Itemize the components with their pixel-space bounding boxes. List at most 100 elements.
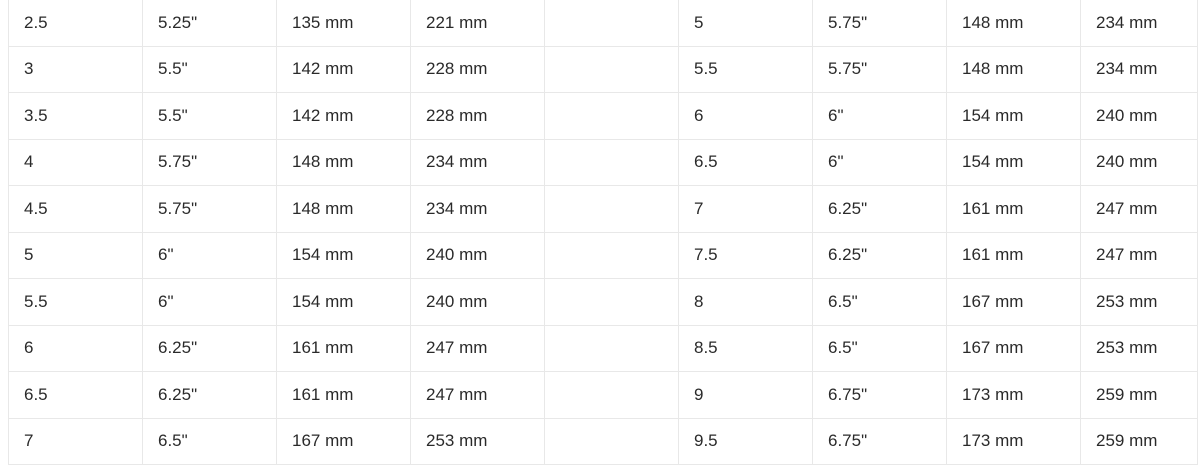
table-cell: 5.75"	[812, 45, 947, 93]
table-cell	[544, 138, 679, 186]
table-cell: 234 mm	[410, 185, 545, 233]
table-cell: 234 mm	[1080, 0, 1198, 47]
table-cell: 6	[8, 324, 143, 372]
table-row: 6 6.25" 161 mm 247 mm 8.5 6.5" 167 mm 253 mm	[8, 324, 1198, 372]
table-cell: 228 mm	[410, 45, 545, 93]
table-cell: 5	[8, 231, 143, 279]
table-cell: 5.25"	[142, 0, 277, 47]
table-cell: 6.5"	[142, 417, 277, 465]
table-cell: 6.25"	[812, 231, 947, 279]
table-cell: 240 mm	[410, 278, 545, 326]
table-cell: 6.25"	[142, 324, 277, 372]
table-cell: 253 mm	[1080, 324, 1198, 372]
table-cell: 148 mm	[276, 138, 411, 186]
table-cell: 247 mm	[410, 371, 545, 419]
table-cell: 148 mm	[276, 185, 411, 233]
table-cell: 142 mm	[276, 45, 411, 93]
table-cell: 6.75"	[812, 371, 947, 419]
table-cell	[544, 324, 679, 372]
table-cell	[544, 185, 679, 233]
table-cell	[544, 278, 679, 326]
table-cell: 148 mm	[946, 0, 1081, 47]
table-cell: 247 mm	[1080, 185, 1198, 233]
table-row: 7 6.5" 167 mm 253 mm 9.5 6.75" 173 mm 259 mm	[8, 417, 1198, 465]
table-cell: 154 mm	[276, 278, 411, 326]
table-cell: 259 mm	[1080, 371, 1198, 419]
table-row: 2.5 5.25" 135 mm 221 mm 5 5.75" 148 mm 234 mm	[8, 0, 1198, 47]
table-cell: 7.5	[678, 231, 813, 279]
table-cell: 142 mm	[276, 92, 411, 140]
table-cell: 154 mm	[946, 92, 1081, 140]
table-cell: 7	[8, 417, 143, 465]
table-cell: 173 mm	[946, 371, 1081, 419]
table-cell: 2.5	[8, 0, 143, 47]
table-cell: 5.5"	[142, 92, 277, 140]
table-cell: 161 mm	[946, 185, 1081, 233]
table-cell: 154 mm	[946, 138, 1081, 186]
table-cell: 6	[678, 92, 813, 140]
table-cell: 9.5	[678, 417, 813, 465]
table-cell: 5.5	[8, 278, 143, 326]
table-cell: 6.5"	[812, 278, 947, 326]
table-row: 4 5.75" 148 mm 234 mm 6.5 6" 154 mm 240 mm	[8, 138, 1198, 186]
table-cell: 173 mm	[946, 417, 1081, 465]
table-cell: 6.25"	[142, 371, 277, 419]
table-cell: 234 mm	[410, 138, 545, 186]
table-cell: 6"	[142, 231, 277, 279]
table-cell: 5.75"	[142, 138, 277, 186]
table-cell: 6.75"	[812, 417, 947, 465]
table-cell: 9	[678, 371, 813, 419]
table-cell: 5	[678, 0, 813, 47]
table-cell: 3	[8, 45, 143, 93]
table-cell: 253 mm	[1080, 278, 1198, 326]
table-cell: 5.5	[678, 45, 813, 93]
table-cell	[544, 231, 679, 279]
table-cell: 167 mm	[276, 417, 411, 465]
table-cell: 6"	[812, 138, 947, 186]
table-cell	[544, 371, 679, 419]
table-cell: 3.5	[8, 92, 143, 140]
table-row: 5 6" 154 mm 240 mm 7.5 6.25" 161 mm 247 mm	[8, 231, 1198, 279]
table-cell: 259 mm	[1080, 417, 1198, 465]
table-cell: 4.5	[8, 185, 143, 233]
size-chart-table: 2.5 5.25" 135 mm 221 mm 5 5.75" 148 mm 234 mm 3 5…	[8, 0, 1198, 465]
table-cell: 6.25"	[812, 185, 947, 233]
table-cell: 161 mm	[276, 324, 411, 372]
table-cell: 7	[678, 185, 813, 233]
table-cell: 228 mm	[410, 92, 545, 140]
table-cell	[544, 417, 679, 465]
table-cell: 154 mm	[276, 231, 411, 279]
table-row: 6.5 6.25" 161 mm 247 mm 9 6.75" 173 mm 259 mm	[8, 371, 1198, 419]
table-cell: 161 mm	[946, 231, 1081, 279]
table-cell: 240 mm	[1080, 138, 1198, 186]
table-cell: 247 mm	[1080, 231, 1198, 279]
table-cell: 167 mm	[946, 324, 1081, 372]
table-cell: 221 mm	[410, 0, 545, 47]
table-cell	[544, 92, 679, 140]
table-cell: 148 mm	[946, 45, 1081, 93]
table-cell: 240 mm	[410, 231, 545, 279]
table-cell: 6"	[142, 278, 277, 326]
table-cell: 5.75"	[142, 185, 277, 233]
table-cell: 253 mm	[410, 417, 545, 465]
table-row: 3 5.5" 142 mm 228 mm 5.5 5.75" 148 mm 234 mm	[8, 45, 1198, 93]
table-cell: 4	[8, 138, 143, 186]
table-cell: 6"	[812, 92, 947, 140]
table-row: 4.5 5.75" 148 mm 234 mm 7 6.25" 161 mm 247 mm	[8, 185, 1198, 233]
table-cell: 234 mm	[1080, 45, 1198, 93]
table-cell: 6.5	[678, 138, 813, 186]
table-cell: 6.5"	[812, 324, 947, 372]
table-cell: 247 mm	[410, 324, 545, 372]
table-cell	[544, 0, 679, 47]
table-cell: 161 mm	[276, 371, 411, 419]
table-cell: 135 mm	[276, 0, 411, 47]
table-cell	[544, 45, 679, 93]
table-cell: 8	[678, 278, 813, 326]
table-row: 5.5 6" 154 mm 240 mm 8 6.5" 167 mm 253 mm	[8, 278, 1198, 326]
table-cell: 240 mm	[1080, 92, 1198, 140]
table-row: 3.5 5.5" 142 mm 228 mm 6 6" 154 mm 240 mm	[8, 92, 1198, 140]
table-cell: 8.5	[678, 324, 813, 372]
table-cell: 5.75"	[812, 0, 947, 47]
table-cell: 6.5	[8, 371, 143, 419]
table-cell: 167 mm	[946, 278, 1081, 326]
